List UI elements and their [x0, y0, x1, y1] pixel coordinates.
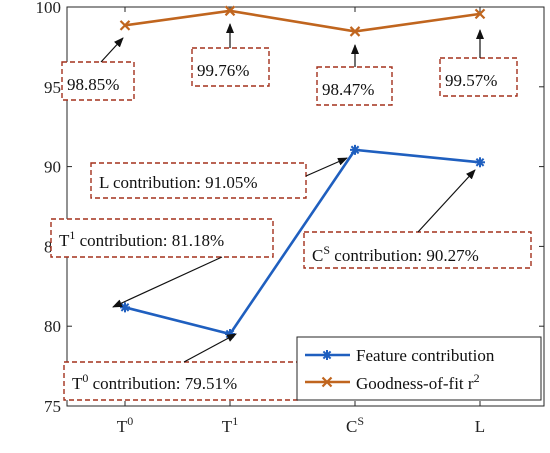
- marker-stroke: [120, 303, 130, 312]
- data-point: [475, 157, 485, 168]
- plot-frame: [66, 6, 545, 407]
- x-tick-label: CS: [346, 414, 364, 436]
- y-tick-label: 90: [44, 158, 61, 177]
- superscript: 2: [474, 371, 480, 385]
- text-part: contribution: 81.18%: [75, 231, 224, 250]
- annotation-label: 99.76%: [197, 61, 249, 80]
- text-part: T: [117, 417, 128, 436]
- annotation-box: CS contribution: 90.27%: [303, 169, 532, 269]
- annotation-label: T0 contribution: 79.51%: [72, 371, 237, 393]
- superscript: S: [357, 414, 364, 428]
- data-point: [474, 8, 486, 20]
- legend-frame: [296, 336, 542, 401]
- data-point: [119, 20, 131, 31]
- annotation-box: T0 contribution: 79.51%: [63, 333, 299, 401]
- annotation-arrow: [417, 169, 476, 233]
- annotation-box: 99.57%: [439, 29, 518, 97]
- marker-stroke: [321, 376, 333, 388]
- annotation-arrow: [100, 37, 124, 63]
- marker-stroke: [224, 5, 236, 17]
- series-line-1: [124, 9, 481, 33]
- annotation-frame: [191, 47, 270, 87]
- data-point: [349, 26, 361, 37]
- annotation-box: 99.76%: [191, 23, 270, 87]
- series-line-0: [124, 148, 481, 336]
- text-part: contribution: 79.51%: [88, 374, 237, 393]
- superscript: 1: [69, 228, 75, 242]
- annotation-box: L contribution: 91.05%: [90, 157, 348, 199]
- y-tick-label: 80: [44, 317, 61, 336]
- text-part: 98.85%: [67, 75, 119, 94]
- marker-stroke: [349, 26, 361, 37]
- data-point: [224, 5, 236, 17]
- superscript: 0: [127, 414, 133, 428]
- annotation-arrow: [183, 333, 237, 363]
- annotation-box: 98.85%: [61, 37, 135, 101]
- text-part: C: [312, 246, 323, 265]
- text-part: L: [475, 417, 485, 436]
- text-part: C: [346, 417, 357, 436]
- legend-label: Feature contribution: [356, 346, 495, 365]
- text-part: 98.47%: [322, 80, 374, 99]
- data-point: [350, 144, 360, 155]
- annotation-label: T1 contribution: 81.18%: [59, 228, 224, 250]
- legend: Feature contribution Goodness-of-fit r2: [296, 336, 542, 401]
- x-tick-label: L: [475, 417, 485, 436]
- y-tick-label: 100: [36, 0, 62, 17]
- x-tick-label: T0: [117, 414, 133, 436]
- annotation-frame: [303, 231, 532, 269]
- superscript: 1: [232, 414, 238, 428]
- annotation-box: T1 contribution: 81.18%: [50, 218, 274, 308]
- data-point: [120, 302, 130, 313]
- marker-stroke: [322, 350, 332, 360]
- annotation-frame: [439, 57, 518, 97]
- y-tick-label: 75: [44, 397, 61, 416]
- annotation-frame: [316, 66, 393, 106]
- annotation-frame: [90, 162, 307, 199]
- text-part: T: [59, 231, 70, 250]
- marker-stroke: [350, 145, 360, 155]
- text-part: 99.76%: [197, 61, 249, 80]
- marker-stroke: [119, 20, 131, 31]
- marker-stroke: [474, 8, 486, 20]
- annotation-arrow: [112, 256, 223, 308]
- marker-stroke: [475, 157, 485, 167]
- annotation-frame: [61, 61, 135, 101]
- legend-marker: [322, 350, 332, 360]
- annotation-arrow: [305, 157, 348, 177]
- legend-marker: [321, 376, 333, 388]
- text-part: T: [222, 417, 233, 436]
- annotation-label: 98.47%: [322, 80, 374, 99]
- superscript: 0: [82, 371, 88, 385]
- annotation-label: CS contribution: 90.27%: [312, 243, 479, 265]
- y-tick-label: 95: [44, 78, 61, 97]
- annotation-frame: [50, 218, 274, 258]
- annotation-box: 98.47%: [316, 44, 393, 106]
- superscript: S: [323, 243, 330, 257]
- legend-label: Goodness-of-fit r2: [356, 371, 480, 393]
- text-part: contribution: 90.27%: [330, 246, 479, 265]
- annotation-frame: [63, 361, 299, 401]
- x-tick-label: T1: [222, 414, 238, 436]
- text-part: T: [72, 374, 83, 393]
- annotation-label: L contribution: 91.05%: [99, 173, 258, 192]
- text-part: L contribution: 91.05%: [99, 173, 258, 192]
- annotation-label: 99.57%: [445, 71, 497, 90]
- annotation-label: 98.85%: [67, 75, 119, 94]
- text-part: 99.57%: [445, 71, 497, 90]
- text-part: Goodness-of-fit r: [356, 374, 474, 393]
